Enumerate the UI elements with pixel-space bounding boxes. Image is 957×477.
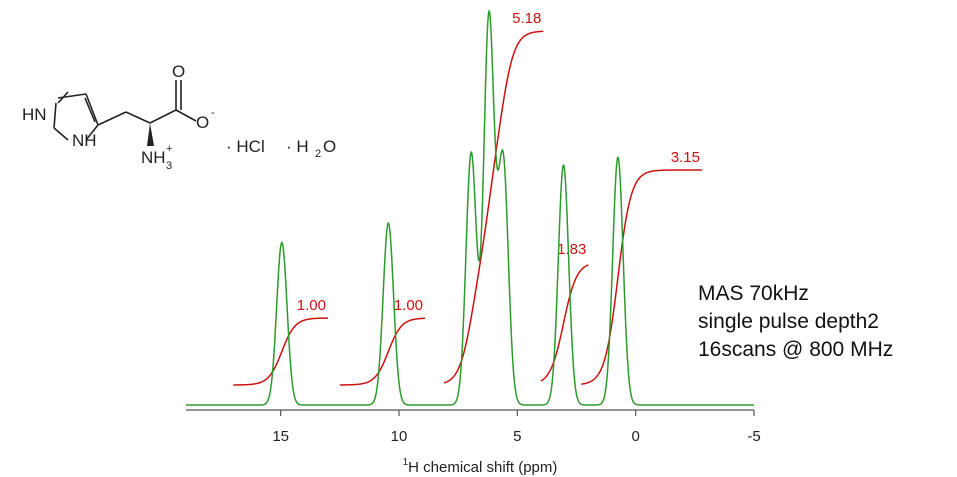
note-line-2: single pulse depth2 [698,310,879,333]
integral-value-label: 1.83 [557,241,586,258]
mol-h2o-sub: 2 [315,148,321,160]
integral-curves: 1.00 1.00 5.18 1.83 3.15 [233,10,702,386]
integral-value-label: 1.00 [297,297,326,314]
acquisition-note: MAS 70kHz single pulse depth2 16scans @ … [698,280,893,364]
mol-o-minus-sup: - [211,107,215,119]
mol-nh3-sub: 3 [166,160,172,172]
mol-h2o-o: O [323,137,336,156]
mol-nh3-sup: + [166,143,172,155]
x-tick-label: 15 [272,428,289,445]
integral-value-label: 3.15 [671,149,700,166]
integral-curve [581,169,702,385]
integral-curve [540,264,589,382]
x-axis-label-text: H chemical shift (ppm) [408,459,557,476]
mol-o-minus: O [196,113,209,132]
mol-nh-label: NH [72,131,97,150]
note-line-1: MAS 70kHz [698,282,809,305]
mol-hn-label: HN [22,105,47,124]
x-tick-label: -5 [747,428,760,445]
histidine-structure: HN NH NH 3 + O O - · HCl · H 2 O [22,62,336,172]
integral-value-label: 5.18 [512,10,541,27]
x-axis-label: 1H chemical shift (ppm) [403,457,558,476]
x-tick-label: 10 [391,428,408,445]
mol-hcl: · HCl [226,137,265,156]
integral-curve [233,317,329,386]
integral-value-label: 1.00 [394,297,423,314]
x-axis: 15 10 5 0 -5 1H chemical shift (ppm) [186,409,761,476]
note-line-3: 16scans @ 800 MHz [698,338,894,361]
integral-curve [443,30,544,384]
x-tick-label: 5 [513,428,521,445]
mol-o-top: O [172,62,185,81]
x-axis-label-superscript: 1 [403,457,409,468]
mol-h2o-h: · H [286,137,309,156]
integral-curve [339,317,426,386]
x-tick-label: 0 [631,428,639,445]
spectrum-line [186,9,754,406]
mol-nh3-label: NH [141,148,166,167]
